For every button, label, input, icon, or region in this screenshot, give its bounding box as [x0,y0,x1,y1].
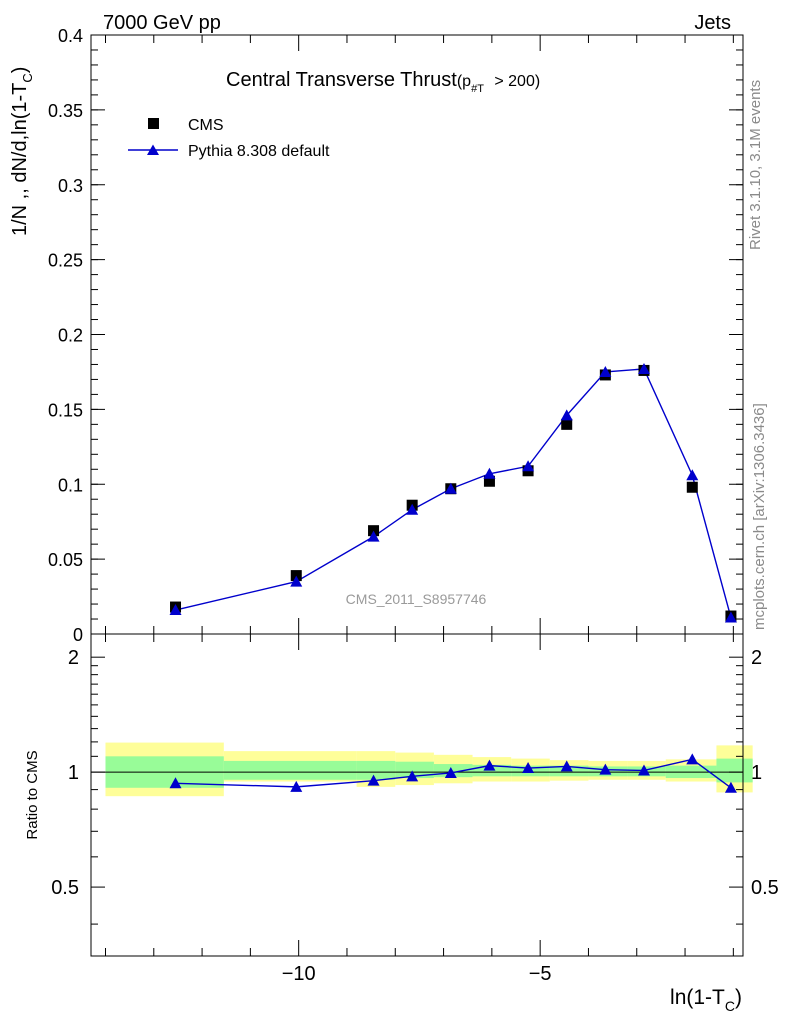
pythia-point [444,482,457,494]
cms-point [686,481,698,493]
ratio-inner-band [356,760,396,780]
ratio-point [599,763,612,775]
ratio-y-axis-label: Ratio to CMS [24,750,41,839]
ratio-y-tick-label: 2 [68,647,79,669]
main-axis-ticks [91,34,743,635]
pythia-point [522,460,535,472]
ratio-y-tick-label-right: 1 [751,762,762,784]
pythia-point [483,467,496,479]
main-y-tick-label: 0 [73,625,83,645]
ratio-y-tick-label-right: 2 [751,647,762,669]
x-tick-labels: −10 −5 [282,963,552,985]
pythia-series-markers [169,362,737,623]
ratio-point [169,777,182,789]
legend-cms-marker [148,118,159,129]
pythia-point [724,611,737,623]
main-y-tick-label: 0.25 [48,251,83,271]
main-y-tick-labels: 0 0.05 0.1 0.15 0.2 0.25 0.3 0.35 0.4 [48,26,83,645]
pythia-point [637,362,650,374]
pythia-point [406,503,419,515]
ratio-point [637,764,650,776]
main-y-axis-label: 1/N ,, dN/d,ln(1-TC) [9,67,35,236]
legend-pythia-label: Pythia 8.308 default [188,143,330,160]
legend-cms-label: CMS [188,117,224,134]
ratio-point [560,760,573,772]
x-tick-label: −10 [282,963,316,985]
pythia-point [169,604,182,616]
legend: CMS Pythia 8.308 default [128,117,330,160]
ratio-y-tick-label: 0.5 [51,877,79,899]
pythia-point [367,530,380,542]
main-y-tick-label: 0.15 [48,400,83,420]
ratio-plot: 0.5 0.5 1 1 2 2 −10 −5 Ratio to CMS ln(1-TC) [24,633,779,1014]
chart-title: Central Transverse Thrust(p#T > 200) [226,69,540,95]
cms-point [483,475,495,487]
main-plot: 0 0.05 0.1 0.15 0.2 0.25 0.3 0.35 0.4 CMS_2011_S… [9,26,744,645]
ratio-point [444,766,457,778]
pythia-point [560,409,573,421]
main-y-tick-label: 0.3 [58,176,83,196]
main-y-tick-label: 0.2 [58,326,83,346]
ratio-point [686,753,699,765]
ratio-point [522,762,535,774]
pythia-point [686,469,699,481]
main-y-tick-label: 0.05 [48,550,83,570]
ratio-point [406,770,419,782]
ratio-series-markers [169,753,737,793]
ratio-y-tick-label: 1 [68,762,79,784]
energy-label: 7000 GeV pp [103,12,221,34]
main-y-tick-label: 0.4 [58,26,83,46]
legend-pythia-marker [147,144,159,155]
ratio-inner-band [223,760,357,780]
ratio-y-tick-label-right: 0.5 [751,877,779,899]
category-label: Jets [694,12,731,34]
main-y-tick-label: 0.35 [48,101,83,121]
ratio-inner-band [395,761,434,779]
ratio-plot-frame [90,633,744,957]
ratio-point [724,781,737,793]
ratio-axis-ticks [91,634,743,956]
ratio-point [367,774,380,786]
main-y-tick-label: 0.1 [58,475,83,495]
ratio-point [483,759,496,771]
plot-watermark: CMS_2011_S8957746 [346,591,487,607]
rivet-label: Rivet 3.1.10, 3.1M events [747,80,764,250]
x-axis-label: ln(1-TC) [670,986,742,1014]
ratio-inner-band [716,758,753,783]
ratio-y-tick-labels: 0.5 0.5 1 1 2 2 [51,647,779,899]
ratio-uncertainty-bands [105,742,753,797]
ratio-series-line [175,758,732,789]
cms-point [561,418,573,430]
pythia-point [290,575,303,587]
mcplots-label: mcplots.cern.ch [arXiv:1306.3436] [751,403,768,630]
pythia-point [599,365,612,377]
pythia-series-line [175,368,732,618]
x-tick-label: −5 [529,963,552,985]
ratio-point [290,780,303,792]
